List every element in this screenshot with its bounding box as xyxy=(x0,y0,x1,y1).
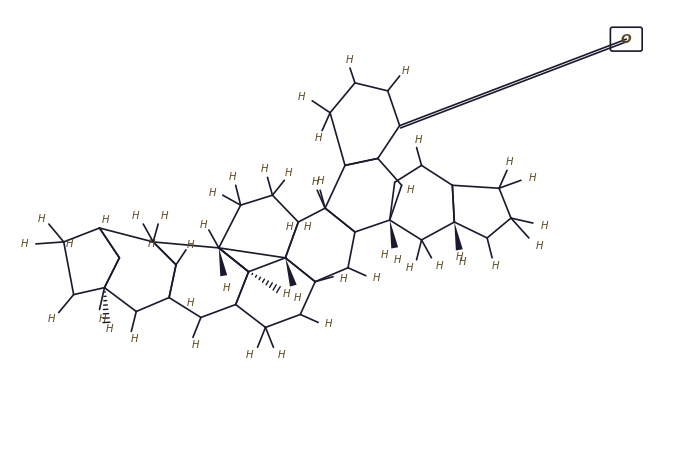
Text: H: H xyxy=(325,319,332,329)
Text: H: H xyxy=(147,239,155,249)
Text: H: H xyxy=(38,214,46,224)
Text: H: H xyxy=(283,289,290,298)
Text: H: H xyxy=(455,252,463,262)
Text: H: H xyxy=(435,261,443,271)
Text: H: H xyxy=(229,172,236,182)
Text: H: H xyxy=(66,239,73,249)
Text: H: H xyxy=(314,133,322,143)
Text: H: H xyxy=(21,239,28,249)
Text: H: H xyxy=(187,298,194,308)
Text: H: H xyxy=(223,282,231,292)
Text: H: H xyxy=(200,220,207,230)
Text: H: H xyxy=(161,211,169,221)
Text: H: H xyxy=(536,241,543,251)
Text: H: H xyxy=(294,292,301,303)
Text: H: H xyxy=(415,134,422,144)
Text: H: H xyxy=(285,168,292,178)
Text: H: H xyxy=(381,250,388,260)
Text: H: H xyxy=(277,350,285,360)
Text: H: H xyxy=(106,324,113,335)
Text: H: H xyxy=(298,92,305,102)
Text: H: H xyxy=(541,221,548,231)
Text: H: H xyxy=(132,211,140,221)
Text: H: H xyxy=(346,55,354,65)
Text: H: H xyxy=(373,273,380,283)
Text: H: H xyxy=(192,340,200,350)
Text: H: H xyxy=(529,173,536,183)
Text: H: H xyxy=(303,222,311,232)
FancyBboxPatch shape xyxy=(610,27,642,51)
Text: H: H xyxy=(340,274,348,284)
Text: O: O xyxy=(621,32,632,46)
Polygon shape xyxy=(285,258,296,287)
Text: H: H xyxy=(131,335,138,344)
Text: H: H xyxy=(261,165,268,175)
Text: H: H xyxy=(406,185,414,195)
Text: H: H xyxy=(402,66,409,76)
Polygon shape xyxy=(390,220,398,249)
Text: H: H xyxy=(208,188,216,198)
Text: H: H xyxy=(246,350,254,360)
Text: H: H xyxy=(316,176,324,186)
Text: H: H xyxy=(406,263,414,273)
Text: H: H xyxy=(312,177,319,187)
Text: H: H xyxy=(99,314,106,324)
Text: H: H xyxy=(505,157,513,167)
Text: H: H xyxy=(491,261,499,271)
Polygon shape xyxy=(455,222,463,250)
Text: H: H xyxy=(394,255,401,265)
Text: H: H xyxy=(286,222,293,232)
Text: H: H xyxy=(187,240,195,250)
Polygon shape xyxy=(219,248,227,276)
Text: H: H xyxy=(102,215,109,225)
Text: H: H xyxy=(459,257,466,267)
Text: H: H xyxy=(48,314,55,324)
